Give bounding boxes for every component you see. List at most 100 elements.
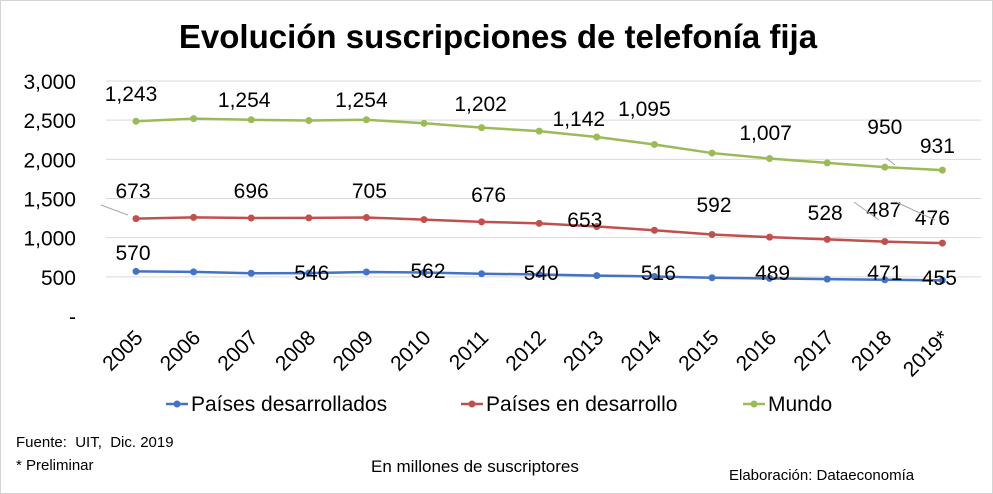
x-tick-label: 2010 [386,326,435,375]
label-leader-line [853,201,880,221]
data-labels: 570 546 562 540 516 489 471 455 673 696 705 676 653 5… [100,83,957,290]
series-lines [132,115,946,284]
legend-marker [750,400,758,408]
y-axis-tick-labels: - 500 1,000 1,500 2,000 2,500 3,000 [23,71,76,329]
data-label: 540 [524,262,559,285]
data-point [190,213,198,221]
legend: Países desarrollados Países en desarrollo… [166,393,832,416]
source-note: Fuente: UIT, Dic. 2019 [16,434,174,451]
data-point [650,140,658,148]
data-label: 455 [922,267,957,290]
data-point [823,275,831,283]
data-point [478,124,486,132]
legend-label: Países en desarrollo [486,393,677,416]
data-label: 562 [410,260,445,283]
data-label: 471 [867,262,902,285]
data-label: 950 [867,116,902,139]
data-label: 705 [352,180,387,203]
data-point [938,276,946,284]
y-tick-label: 3,000 [23,71,76,94]
data-label: 1,254 [335,89,388,112]
x-tick-label: 2018 [847,326,896,375]
data-point [420,119,428,127]
data-label: 676 [471,184,506,207]
data-point [881,238,889,246]
data-label: 516 [641,262,676,285]
data-label: 673 [115,180,150,203]
x-tick-label: 2017 [789,326,838,375]
data-point [650,272,658,280]
data-point [650,226,658,234]
preliminary-note: * Preliminar [16,457,94,474]
data-label: 1,254 [218,89,271,112]
data-point [132,267,140,275]
data-point [593,133,601,141]
x-tick-label: 2008 [271,326,320,375]
data-point [362,116,370,124]
data-label: 1,007 [739,122,792,145]
data-label: 570 [115,242,150,265]
data-point [823,235,831,243]
data-point [593,223,601,231]
data-point [247,269,255,277]
legend-label: Países desarrollados [191,393,387,416]
data-point [305,117,313,125]
data-label: 528 [808,202,843,225]
data-label: 546 [294,262,329,285]
data-point [766,155,774,163]
data-point [132,215,140,223]
data-label: 489 [755,262,790,285]
data-point [190,115,198,123]
x-tick-label: 2016 [732,326,781,375]
data-label: 592 [696,194,731,217]
data-label: 1,142 [553,108,606,131]
x-tick-label: 2013 [559,326,608,375]
data-point [535,127,543,135]
y-tick-label: 2,000 [23,149,76,172]
legend-marker [468,400,476,408]
data-point [247,116,255,124]
data-point [478,218,486,226]
x-tick-label: 2005 [98,326,147,375]
data-label: 696 [234,180,269,203]
data-point [535,270,543,278]
units-note: En millones de suscriptores [371,457,579,476]
data-point [420,216,428,224]
y-tick-label: 500 [41,267,76,290]
y-tick-label: 2,500 [23,110,76,133]
x-tick-label: 2019* [899,326,954,381]
x-axis-tick-labels: 2005 2006 2007 2008 2009 2010 2011 2012 2013 2014… [98,326,954,381]
label-leader-line [885,157,896,166]
data-point [708,149,716,157]
x-tick-label: 2015 [674,326,723,375]
data-point [881,163,889,171]
data-label: 1,202 [454,93,507,116]
data-point [938,166,946,174]
data-label: 1,243 [105,83,158,106]
label-leader-line [895,201,936,221]
data-point [766,233,774,241]
data-point [247,214,255,222]
series-line [135,117,943,172]
data-point [766,274,774,282]
data-point [708,274,716,282]
data-point [305,269,313,277]
data-point [708,231,716,239]
y-tick-label: - [69,306,76,329]
data-point [420,269,428,277]
data-point [938,239,946,247]
data-label: 653 [567,209,602,232]
data-point [593,272,601,280]
y-tick-label: 1,500 [23,189,76,212]
data-point [823,159,831,167]
x-tick-label: 2006 [156,326,205,375]
x-tick-label: 2012 [501,326,550,375]
data-point [305,214,313,222]
data-label: 1,095 [618,98,671,121]
x-tick-label: 2009 [329,326,378,375]
data-label: 931 [920,135,955,158]
data-point [478,270,486,278]
data-point [132,117,140,125]
data-point [362,268,370,276]
